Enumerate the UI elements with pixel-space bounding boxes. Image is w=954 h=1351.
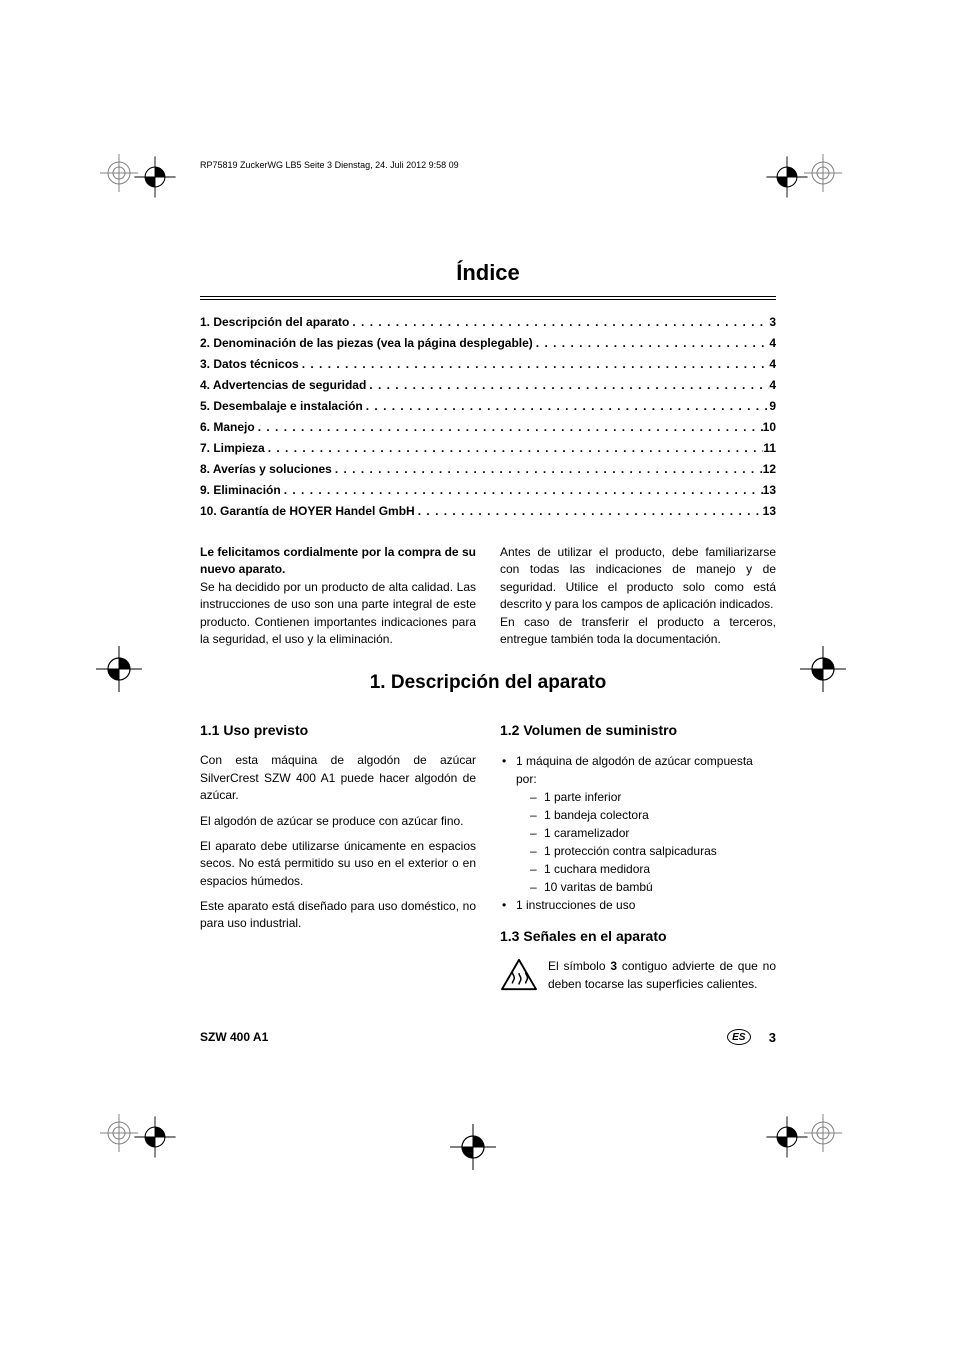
toc-leader: . . . . . . . . . . . . . . . . . . . . … [281,480,763,501]
col-left: 1.1 Uso previsto Con esta máquina de alg… [200,722,476,993]
toc-label: 3. Datos técnicos [200,354,299,375]
file-header: RP75819 ZuckerWG LB5 Seite 3 Dienstag, 2… [200,160,776,170]
toc-label: 10. Garantía de HOYER Handel GmbH [200,501,415,522]
page-number: 3 [769,1030,776,1045]
supply-subitem: 1 cuchara medidora [530,860,776,878]
toc-page: 10 [763,417,776,438]
supply-subitem: 10 varitas de bambú [530,878,776,896]
print-mark-icon [450,1124,496,1170]
supply-subitem: 1 bandeja colectora [530,806,776,824]
supply-subitem: 1 protección contra salpicaduras [530,842,776,860]
toc-row: 7. Limpieza. . . . . . . . . . . . . . .… [200,438,776,459]
supply-item: 1 instrucciones de uso [500,896,776,914]
print-mark-icon [800,1110,846,1156]
toc-page: 4 [769,375,776,396]
toc-leader: . . . . . . . . . . . . . . . . . . . . … [255,417,763,438]
s11-p4: Este aparato está diseñado para uso domé… [200,898,476,933]
toc-row: 2. Denominación de las piezas (vea la pá… [200,333,776,354]
toc-label: 8. Averías y soluciones [200,459,332,480]
divider [200,296,776,300]
subhead-1-2: 1.2 Volumen de suministro [500,722,776,738]
hot-surface-icon [500,958,538,992]
supply-item-label: 1 máquina de algodón de azúcar compuesta… [516,754,753,786]
toc-label: 6. Manejo [200,417,255,438]
toc-page: 4 [769,354,776,375]
warning-block: El símbolo 3 contiguo advierte de que no… [500,958,776,993]
table-of-contents: 1. Descripción del aparato. . . . . . . … [200,312,776,522]
footer-model: SZW 400 A1 [200,1030,268,1044]
section-1-body: 1.1 Uso previsto Con esta máquina de alg… [200,722,776,993]
toc-label: 4. Advertencias de seguridad [200,375,366,396]
toc-page: 9 [769,396,776,417]
print-mark-icon [134,1116,175,1157]
supply-subitem: 1 parte inferior [530,788,776,806]
intro-p2: Antes de utilizar el producto, debe fami… [500,544,776,614]
supply-list: 1 máquina de algodón de azúcar compuesta… [500,752,776,914]
col-right: 1.2 Volumen de suministro 1 máquina de a… [500,722,776,993]
toc-row: 4. Advertencias de seguridad. . . . . . … [200,375,776,396]
toc-leader: . . . . . . . . . . . . . . . . . . . . … [299,354,770,375]
toc-label: 1. Descripción del aparato [200,312,349,333]
warn-a: El símbolo [548,959,610,973]
toc-leader: . . . . . . . . . . . . . . . . . . . . … [363,396,770,417]
toc-row: 6. Manejo. . . . . . . . . . . . . . . .… [200,417,776,438]
language-badge: ES [727,1029,751,1045]
toc-page: 11 [763,438,776,459]
toc-row: 1. Descripción del aparato. . . . . . . … [200,312,776,333]
s11-p3: El aparato debe utilizarse únicamente en… [200,838,476,890]
subhead-1-3: 1.3 Señales en el aparato [500,928,776,944]
intro-p3: En caso de transferir el producto a terc… [500,614,776,649]
print-mark-icon [800,646,846,692]
toc-row: 10. Garantía de HOYER Handel GmbH. . . .… [200,501,776,522]
intro-text: Le felicitamos cordialmente por la compr… [200,544,776,648]
section-1-title: 1. Descripción del aparato [200,672,776,694]
toc-leader: . . . . . . . . . . . . . . . . . . . . … [349,312,769,333]
toc-row: 5. Desembalaje e instalación. . . . . . … [200,396,776,417]
toc-leader: . . . . . . . . . . . . . . . . . . . . … [533,333,770,354]
toc-page: 3 [769,312,776,333]
index-title: Índice [200,260,776,286]
print-mark-icon [134,156,175,197]
toc-leader: . . . . . . . . . . . . . . . . . . . . … [415,501,763,522]
toc-leader: . . . . . . . . . . . . . . . . . . . . … [366,375,769,396]
toc-page: 12 [763,459,776,480]
print-mark-icon [800,150,846,196]
toc-leader: . . . . . . . . . . . . . . . . . . . . … [265,438,764,459]
toc-label: 9. Eliminación [200,480,281,501]
intro-p1: Se ha decidido por un producto de alta c… [200,580,476,646]
warning-text: El símbolo 3 contiguo advierte de que no… [548,958,776,993]
s11-p2: El algodón de azúcar se produce con azúc… [200,813,476,830]
toc-page: 4 [769,333,776,354]
toc-page: 13 [763,501,776,522]
subhead-1-1: 1.1 Uso previsto [200,722,476,738]
toc-leader: . . . . . . . . . . . . . . . . . . . . … [332,459,763,480]
page-footer: SZW 400 A1 ES 3 [200,1029,776,1045]
toc-row: 3. Datos técnicos. . . . . . . . . . . .… [200,354,776,375]
toc-row: 9. Eliminación. . . . . . . . . . . . . … [200,480,776,501]
intro-bold: Le felicitamos cordialmente por la compr… [200,545,476,576]
print-mark-icon [96,646,142,692]
supply-item: 1 máquina de algodón de azúcar compuesta… [500,752,776,896]
toc-page: 13 [763,480,776,501]
supply-subitem: 1 caramelizador [530,824,776,842]
toc-label: 7. Limpieza [200,438,265,459]
toc-label: 2. Denominación de las piezas (vea la pá… [200,333,533,354]
s11-p1: Con esta máquina de algodón de azúcar Si… [200,752,476,804]
toc-row: 8. Averías y soluciones. . . . . . . . .… [200,459,776,480]
page-content: RP75819 ZuckerWG LB5 Seite 3 Dienstag, 2… [200,160,776,1045]
toc-label: 5. Desembalaje e instalación [200,396,363,417]
